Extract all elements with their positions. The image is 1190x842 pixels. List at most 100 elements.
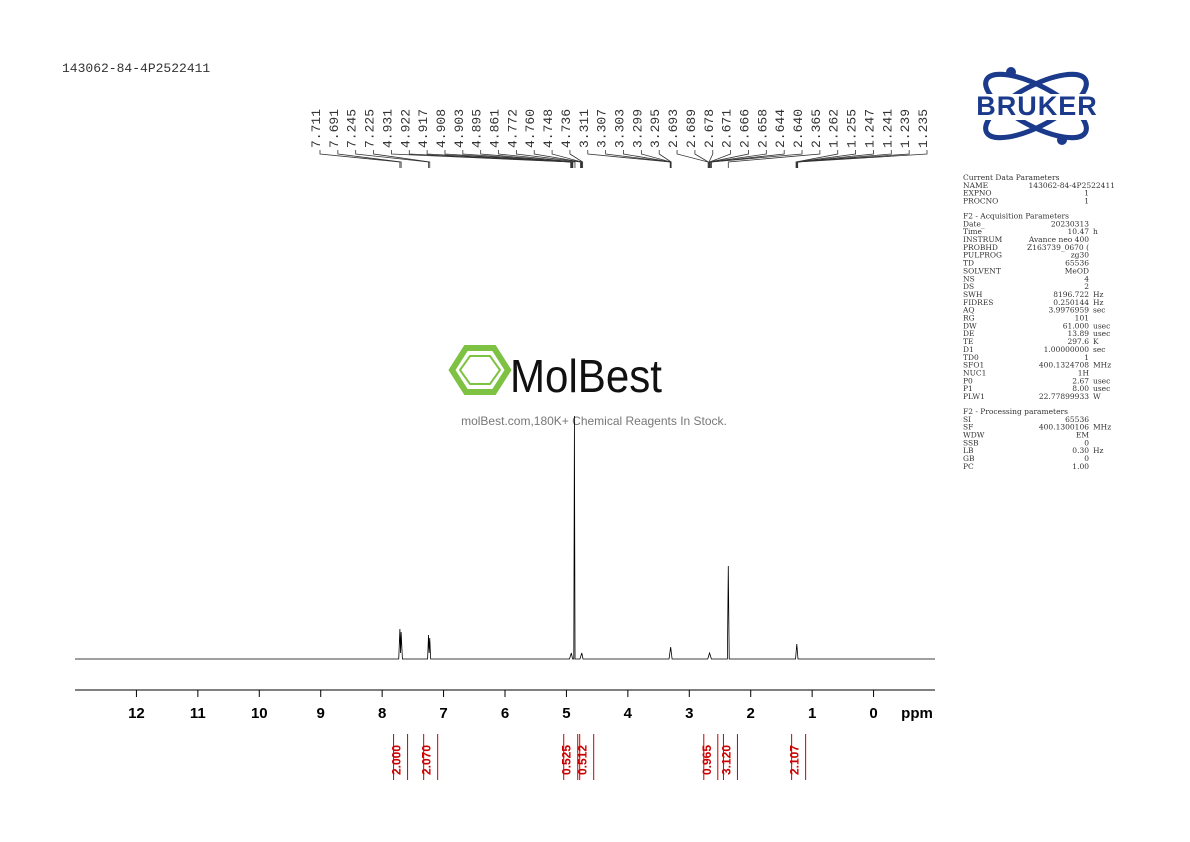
param-unit: Hz	[1093, 446, 1104, 455]
param-value: Z163739_0670 (	[1027, 243, 1089, 252]
param-unit: Hz	[1093, 290, 1104, 299]
x-tick-label: 1	[808, 705, 816, 722]
peak-label: 2.689	[684, 109, 699, 148]
param-name: RG	[963, 314, 975, 323]
param-value: 13.89	[1068, 329, 1090, 338]
x-tick-label: 4	[624, 705, 633, 722]
bruker-logo: BRUKER	[958, 67, 1116, 145]
peak-label: 2.640	[791, 109, 806, 148]
peak-label: 2.671	[720, 109, 735, 148]
param-value: 22.77899933	[1039, 392, 1089, 401]
param-section-title: F2 - Acquisition Parameters	[963, 211, 1069, 220]
param-name: PULPROG	[963, 251, 1002, 260]
param-name: D1	[963, 345, 974, 354]
param-unit: W	[1093, 392, 1101, 401]
peak-label: 1.247	[862, 109, 877, 148]
peak-connector	[498, 150, 576, 168]
peak-label: 3.311	[577, 109, 592, 148]
param-name: SF	[963, 423, 973, 432]
peak-label: 4.760	[523, 109, 538, 148]
peak-connector	[373, 150, 431, 168]
peak-label: 2.678	[702, 109, 717, 148]
param-unit: usec	[1093, 384, 1110, 393]
param-value: 3.9976959	[1048, 306, 1089, 315]
param-name: PC	[963, 462, 974, 471]
peak-label: 7.711	[309, 109, 324, 148]
param-unit: h	[1093, 227, 1098, 236]
x-tick-label: 2	[747, 705, 755, 722]
peak-label: 2.644	[773, 109, 788, 148]
param-unit: sec	[1093, 345, 1106, 354]
watermark: MolBest molBest.com,180K+ Chemical Reage…	[448, 345, 727, 428]
param-name: PROBHD	[963, 243, 998, 252]
param-value: 2.67	[1072, 376, 1089, 385]
param-value: zg30	[1071, 251, 1090, 260]
param-value: 0	[1084, 454, 1089, 463]
param-name: EXPNO	[963, 189, 992, 198]
param-value: EM	[1076, 430, 1089, 439]
param-value: 400.1324708	[1039, 361, 1089, 370]
sample-title: 143062-84-4P2522411	[62, 61, 210, 76]
param-name: AQ	[962, 306, 975, 315]
peak-connector	[587, 150, 671, 168]
peak-label: 1.239	[898, 109, 913, 148]
peak-label: 3.307	[595, 109, 610, 148]
param-name: Time	[963, 227, 983, 236]
param-name: LB	[963, 446, 974, 455]
peak-connector	[709, 150, 749, 168]
param-value: 101	[1075, 314, 1089, 323]
param-unit: usec	[1093, 329, 1110, 338]
x-tick-label: 10	[251, 705, 268, 722]
param-name: SWH	[963, 290, 983, 299]
integral-label: 2.070	[420, 745, 434, 775]
param-name: DS	[963, 282, 974, 291]
peak-label: 3.299	[630, 109, 645, 148]
param-value: 10.47	[1068, 227, 1090, 236]
x-axis-label: ppm	[901, 705, 933, 722]
integral-label: 0.525	[560, 745, 574, 775]
peak-connector	[391, 150, 572, 168]
param-value: 20230313	[1051, 219, 1089, 228]
peak-label: 7.225	[363, 109, 378, 148]
param-unit: MHz	[1093, 423, 1111, 432]
param-value: 0.250144	[1053, 298, 1089, 307]
peak-connector	[658, 150, 672, 168]
peak-label: 7.691	[327, 109, 342, 148]
peak-label: 4.917	[416, 109, 431, 148]
param-value: 4	[1084, 274, 1089, 283]
x-tick-label: 0	[869, 705, 877, 722]
integral-label: 2.107	[788, 745, 802, 775]
peak-connector	[515, 150, 581, 168]
peak-connector	[462, 150, 573, 168]
param-name: NS	[963, 274, 975, 283]
param-name: TE	[963, 337, 973, 346]
param-name: SI	[963, 415, 971, 424]
param-name: PLW1	[963, 392, 985, 401]
peak-connector	[551, 150, 583, 168]
param-name: NAME	[963, 181, 988, 190]
param-name: SFO1	[963, 361, 984, 370]
param-name: DE	[963, 329, 975, 338]
peak-label: 4.903	[452, 109, 467, 148]
x-tick-label: 5	[562, 705, 570, 722]
param-unit: Hz	[1093, 298, 1104, 307]
integral-label: 0.512	[576, 745, 590, 775]
peak-label: 1.255	[845, 109, 860, 148]
peak-connector	[337, 150, 402, 168]
param-unit: usec	[1093, 376, 1110, 385]
peak-label: 1.241	[880, 109, 895, 148]
param-value: 8.00	[1072, 384, 1089, 393]
peak-connector	[796, 150, 856, 168]
peak-connector	[319, 150, 401, 168]
param-name: SSB	[963, 438, 979, 447]
param-value: 1	[1084, 189, 1089, 198]
peak-label: 2.365	[809, 109, 824, 148]
peak-label: 3.295	[648, 109, 663, 148]
peak-label: 2.666	[737, 109, 752, 148]
watermark-tagline: molBest.com,180K+ Chemical Reagents In S…	[461, 414, 727, 428]
peak-label: 4.772	[505, 109, 520, 148]
peak-connector	[711, 150, 803, 168]
peak-label: 4.931	[380, 109, 395, 148]
